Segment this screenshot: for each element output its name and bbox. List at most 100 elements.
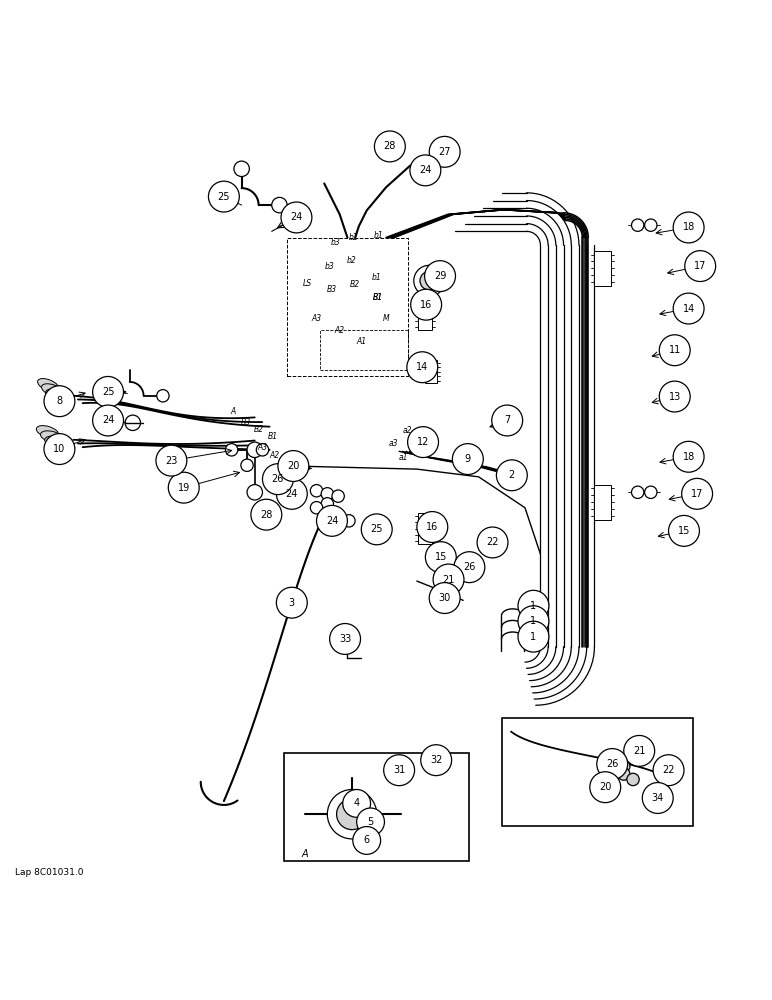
Text: 34: 34 xyxy=(652,793,664,803)
Circle shape xyxy=(452,444,483,475)
Text: 25: 25 xyxy=(371,524,383,534)
Text: 20: 20 xyxy=(599,782,611,792)
Text: 12: 12 xyxy=(417,437,429,447)
Circle shape xyxy=(518,621,549,652)
Circle shape xyxy=(327,790,377,839)
Text: LS: LS xyxy=(303,279,312,288)
Text: 7: 7 xyxy=(504,415,510,425)
Circle shape xyxy=(247,442,262,458)
Text: 17: 17 xyxy=(691,489,703,499)
Text: 15: 15 xyxy=(678,526,690,536)
Circle shape xyxy=(673,212,704,243)
Text: A: A xyxy=(231,407,235,416)
Text: 11: 11 xyxy=(669,345,681,355)
Circle shape xyxy=(44,386,75,417)
Text: 6: 6 xyxy=(364,835,370,845)
Circle shape xyxy=(685,251,716,282)
Circle shape xyxy=(597,749,628,779)
Circle shape xyxy=(425,542,456,573)
Text: 32: 32 xyxy=(430,755,442,765)
Circle shape xyxy=(673,441,704,472)
Text: Lap 8C01031.0: Lap 8C01031.0 xyxy=(15,868,84,877)
Text: 23: 23 xyxy=(165,456,178,466)
Text: 21: 21 xyxy=(442,575,455,585)
Text: 30: 30 xyxy=(438,593,451,603)
Bar xyxy=(418,513,432,544)
Text: 26: 26 xyxy=(606,759,618,769)
Text: 24: 24 xyxy=(419,165,432,175)
Text: 27: 27 xyxy=(438,147,451,157)
Circle shape xyxy=(417,512,448,542)
Bar xyxy=(284,753,469,861)
Circle shape xyxy=(518,606,549,637)
Circle shape xyxy=(157,390,169,402)
Text: b3: b3 xyxy=(331,238,340,247)
Circle shape xyxy=(492,405,523,436)
Text: 24: 24 xyxy=(286,489,298,499)
Circle shape xyxy=(384,755,415,786)
Circle shape xyxy=(669,515,699,546)
Text: 1: 1 xyxy=(530,601,537,611)
Text: M: M xyxy=(383,314,389,323)
Circle shape xyxy=(256,444,269,456)
Circle shape xyxy=(590,772,621,803)
Text: 1: 1 xyxy=(530,632,537,642)
Text: 33: 33 xyxy=(339,634,351,644)
Circle shape xyxy=(156,445,187,476)
Ellipse shape xyxy=(46,389,68,401)
Circle shape xyxy=(317,505,347,536)
Text: 3: 3 xyxy=(289,598,295,608)
Circle shape xyxy=(645,486,657,498)
Circle shape xyxy=(337,799,367,830)
Circle shape xyxy=(642,783,673,813)
Bar xyxy=(425,360,437,383)
Circle shape xyxy=(653,755,684,786)
Text: A3: A3 xyxy=(257,443,268,452)
Bar xyxy=(418,299,432,330)
Circle shape xyxy=(262,464,293,495)
Circle shape xyxy=(310,502,323,514)
Circle shape xyxy=(454,552,485,583)
Circle shape xyxy=(659,335,690,366)
Circle shape xyxy=(645,219,657,231)
Circle shape xyxy=(321,488,334,500)
Circle shape xyxy=(420,271,438,290)
Text: 4: 4 xyxy=(354,798,360,808)
Circle shape xyxy=(425,261,455,292)
Circle shape xyxy=(433,564,464,595)
Ellipse shape xyxy=(38,379,59,392)
Circle shape xyxy=(241,459,253,471)
Text: a1: a1 xyxy=(399,453,408,462)
Circle shape xyxy=(408,427,438,458)
Circle shape xyxy=(410,155,441,186)
Text: B2: B2 xyxy=(350,280,361,289)
Circle shape xyxy=(631,486,644,498)
Ellipse shape xyxy=(42,384,63,397)
Text: B1: B1 xyxy=(373,293,384,302)
Circle shape xyxy=(374,131,405,162)
Circle shape xyxy=(496,460,527,491)
Circle shape xyxy=(682,478,713,509)
Circle shape xyxy=(624,735,655,766)
Circle shape xyxy=(353,827,381,854)
Circle shape xyxy=(407,352,438,383)
Text: 22: 22 xyxy=(662,765,675,775)
Text: B2: B2 xyxy=(253,425,264,434)
Circle shape xyxy=(631,219,644,231)
Circle shape xyxy=(618,760,630,773)
Text: 28: 28 xyxy=(260,510,273,520)
Circle shape xyxy=(93,405,124,436)
Text: 22: 22 xyxy=(486,537,499,547)
Circle shape xyxy=(429,136,460,167)
Ellipse shape xyxy=(45,436,67,448)
Circle shape xyxy=(225,444,238,456)
Circle shape xyxy=(321,498,334,510)
Text: A1: A1 xyxy=(282,458,293,467)
Circle shape xyxy=(414,265,445,296)
Text: 31: 31 xyxy=(393,765,405,775)
Text: B3: B3 xyxy=(327,285,337,294)
Circle shape xyxy=(330,624,361,654)
Text: 10: 10 xyxy=(53,444,66,454)
Text: B1: B1 xyxy=(267,432,278,441)
Text: 20: 20 xyxy=(287,461,300,471)
